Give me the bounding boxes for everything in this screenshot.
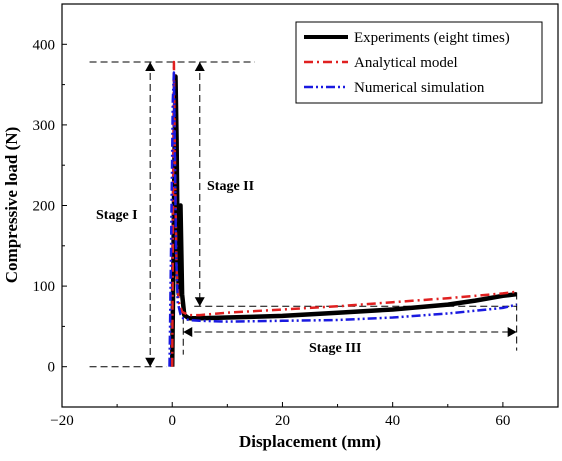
y-tick-label: 200	[33, 199, 56, 215]
stage-i-arrowhead-bottom	[145, 357, 156, 367]
series-line-0	[169, 74, 517, 367]
y-axis-title: Compressive load (N)	[2, 127, 21, 283]
stage-iii-label: Stage III	[309, 341, 362, 356]
x-tick-label: 20	[275, 413, 290, 429]
stage-ii-arrowhead-top	[194, 62, 205, 72]
y-tick-label: 0	[48, 360, 56, 376]
y-tick-label: 100	[33, 279, 56, 295]
axes-layer: −20 0 20 40 60 0 100 200 300 400	[33, 37, 511, 429]
stage-iii-arrowhead-right	[507, 327, 517, 338]
x-tick-label: 40	[385, 413, 400, 429]
legend-item-experiments: Experiments (eight times)	[304, 30, 510, 46]
y-tick-label: 300	[33, 118, 56, 134]
legend: Experiments (eight times) Analytical mod…	[295, 21, 543, 104]
legend-item-numerical: Numerical simulation	[304, 80, 485, 96]
x-tick-label: −20	[50, 413, 73, 429]
stage-ii-arrowhead-bottom	[194, 297, 205, 307]
x-tick-label: 60	[495, 413, 510, 429]
series-line-2	[168, 71, 517, 367]
series-layer	[168, 60, 517, 367]
legend-label-numerical: Numerical simulation	[354, 80, 485, 96]
series-line-1	[170, 60, 517, 367]
stage-ii-label: Stage II	[207, 179, 254, 194]
legend-item-analytical: Analytical model	[304, 55, 458, 71]
stage-i-arrowhead-top	[145, 62, 156, 72]
stage-annotations	[89, 61, 518, 368]
x-axis-title: Displacement (mm)	[239, 432, 381, 451]
y-tick-label: 400	[33, 37, 56, 53]
x-tick-label: 0	[168, 413, 176, 429]
stage-iii-arrowhead-left	[183, 327, 193, 338]
legend-label-experiments: Experiments (eight times)	[354, 30, 510, 46]
stage-i-label: Stage I	[96, 208, 138, 223]
legend-label-analytical: Analytical model	[354, 55, 458, 71]
